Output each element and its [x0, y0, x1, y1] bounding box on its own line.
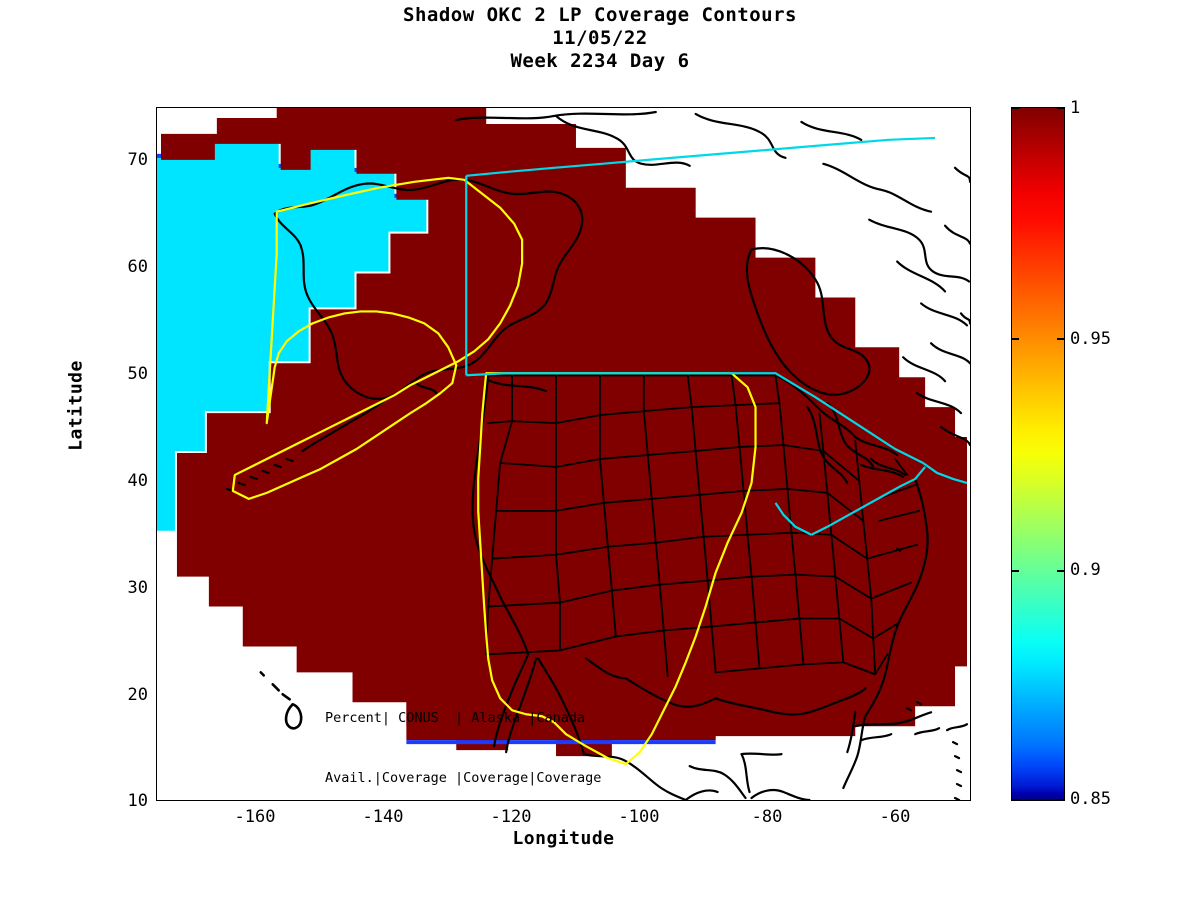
y-tick-label-20: 20: [127, 685, 148, 705]
y-tick-label-60: 60: [127, 257, 148, 277]
x-tick-label-140: -140: [362, 807, 404, 827]
coverage-south-edge: [406, 702, 716, 741]
colorbar-tick-085-right: [1057, 799, 1065, 801]
stats-header-row2: Avail.|Coverage |Coverage|Coverage: [325, 770, 602, 786]
x-axis-title: Longitude: [512, 828, 615, 849]
y-tick-label-30: 30: [127, 578, 148, 598]
colorbar-label-085: 0.85: [1070, 789, 1111, 809]
coverage-south-fringe: [406, 740, 716, 745]
colorbar-tick-085-left: [1011, 799, 1019, 801]
coverage-region-fill: [160, 108, 968, 757]
y-tick-label-50: 50: [127, 364, 148, 384]
conus-service-volume-boundary: [231, 176, 757, 766]
canada-service-volume-boundary: [465, 136, 968, 536]
chart-title-block: Shadow OKC 2 LP Coverage Contours 11/05/…: [0, 4, 1200, 73]
x-tick-label-160: -160: [234, 807, 276, 827]
coverage-stats-table: Percent| CONUS | Alaska |Canada Avail.|C…: [325, 668, 609, 800]
colorbar-label-1: 1: [1070, 98, 1081, 118]
colorbar-gradient: [1011, 107, 1065, 801]
chart-title-line2: 11/05/22: [552, 27, 648, 49]
colorbar-label-09: 0.9: [1070, 560, 1101, 580]
chart-title-line1: Shadow OKC 2 LP Coverage Contours: [403, 4, 797, 26]
x-tick-label-120: -120: [490, 807, 532, 827]
colorbar-label-095: 0.95: [1070, 329, 1111, 349]
colorbar-tick-09-left: [1011, 570, 1019, 572]
colorbar[interactable]: [1011, 107, 1065, 801]
y-axis-title: Latitude: [65, 360, 87, 451]
hawaii-islands: [259, 671, 303, 730]
colorbar-tick-09-right: [1057, 570, 1065, 572]
colorbar-tick-1-right: [1057, 107, 1065, 109]
coverage-map: [157, 108, 970, 800]
coastline-layer: [225, 110, 970, 800]
colorbar-tick-095-left: [1011, 338, 1019, 340]
colorbar-tick-1-left: [1011, 107, 1019, 109]
map-plot-area[interactable]: Percent| CONUS | Alaska |Canada Avail.|C…: [156, 107, 971, 801]
y-tick-label-10: 10: [127, 791, 148, 811]
chart-title-line3: Week 2234 Day 6: [510, 50, 690, 72]
y-tick-label-40: 40: [127, 471, 148, 491]
stats-header-row1: Percent| CONUS | Alaska |Canada: [325, 710, 586, 726]
y-tick-label-70: 70: [127, 150, 148, 170]
colorbar-tick-095-right: [1057, 338, 1065, 340]
x-tick-label-60: -60: [879, 807, 911, 827]
x-tick-label-100: -100: [618, 807, 660, 827]
x-tick-label-80: -80: [751, 807, 783, 827]
